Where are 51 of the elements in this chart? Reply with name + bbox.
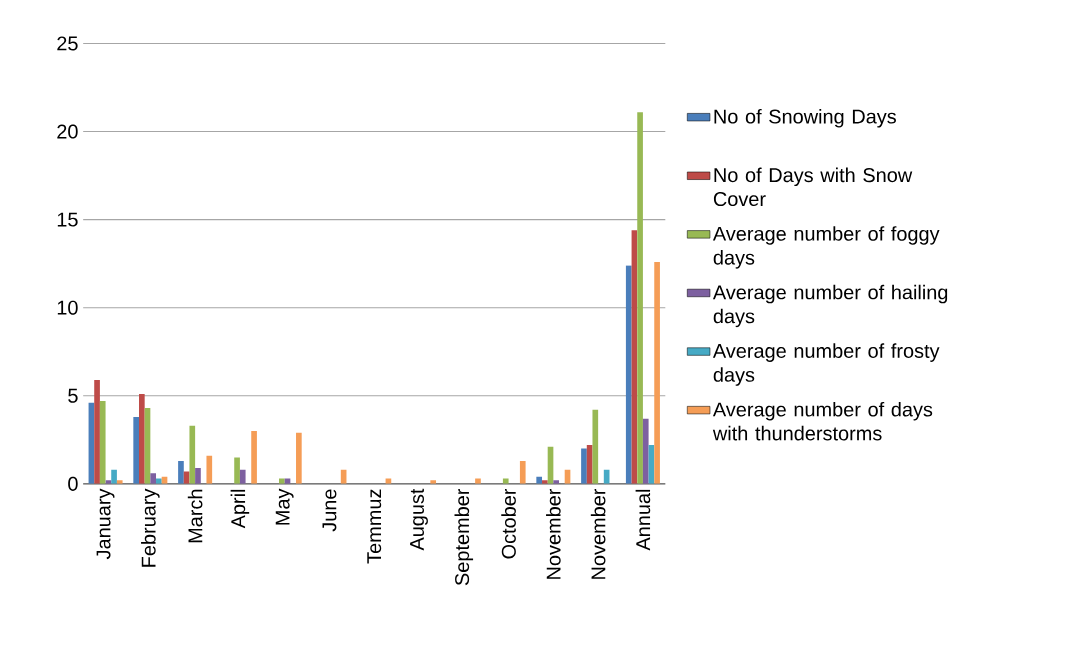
bar bbox=[625, 265, 632, 484]
bar bbox=[178, 460, 184, 484]
x-tick-label: February bbox=[141, 488, 160, 567]
bar bbox=[542, 480, 548, 484]
bar bbox=[637, 112, 643, 484]
bar bbox=[133, 416, 139, 484]
bar bbox=[251, 430, 257, 484]
bar bbox=[519, 460, 526, 484]
legend-label: Average number of frosty days bbox=[712, 343, 940, 386]
y-tick-label: 10 bbox=[57, 300, 78, 315]
y-tick-label: 15 bbox=[57, 212, 78, 227]
legend-label: Average number of hailing days bbox=[712, 284, 948, 328]
x-tick-label: August bbox=[410, 488, 428, 551]
x-tick-label: September bbox=[454, 488, 474, 586]
bar bbox=[234, 457, 240, 484]
x-tick-label: May bbox=[275, 488, 294, 525]
x-tick-label: January bbox=[96, 488, 115, 560]
y-tick-label: 0 bbox=[68, 476, 78, 491]
bar bbox=[553, 480, 560, 484]
x-tick-label: November bbox=[590, 488, 606, 579]
x-tick-label: October bbox=[501, 488, 516, 559]
bar bbox=[99, 400, 106, 484]
bar bbox=[94, 379, 100, 484]
y-tick-label: 25 bbox=[57, 36, 78, 51]
y-tick-label: 20 bbox=[57, 124, 78, 139]
bar bbox=[642, 418, 649, 484]
x-tick-label: April bbox=[230, 489, 250, 529]
bar bbox=[430, 480, 437, 484]
y-tick-label: 5 bbox=[68, 388, 78, 403]
legend-label: Average number of days with thunderstorms bbox=[712, 401, 933, 441]
bar bbox=[206, 455, 213, 484]
bar bbox=[195, 467, 201, 484]
x-tick-label: Temmuz bbox=[367, 489, 382, 564]
legend-label: Average number of foggy days bbox=[712, 226, 940, 269]
bar bbox=[536, 476, 543, 484]
bar bbox=[111, 469, 117, 484]
bar bbox=[189, 425, 196, 484]
bar bbox=[581, 448, 587, 484]
bar bbox=[592, 409, 599, 484]
bar bbox=[296, 432, 302, 484]
bar bbox=[116, 480, 123, 484]
x-tick-label: March bbox=[187, 489, 203, 543]
x-tick-label: November bbox=[546, 488, 561, 579]
bar bbox=[139, 393, 145, 484]
legend-label: No of Days with Snow Cover bbox=[713, 167, 913, 207]
bar bbox=[239, 469, 246, 484]
legend-label: No of Snowing Days bbox=[714, 108, 896, 128]
x-tick-label: Annual bbox=[635, 489, 651, 551]
bar bbox=[654, 261, 660, 484]
bar bbox=[150, 473, 157, 484]
x-tick-label: June bbox=[322, 489, 337, 532]
